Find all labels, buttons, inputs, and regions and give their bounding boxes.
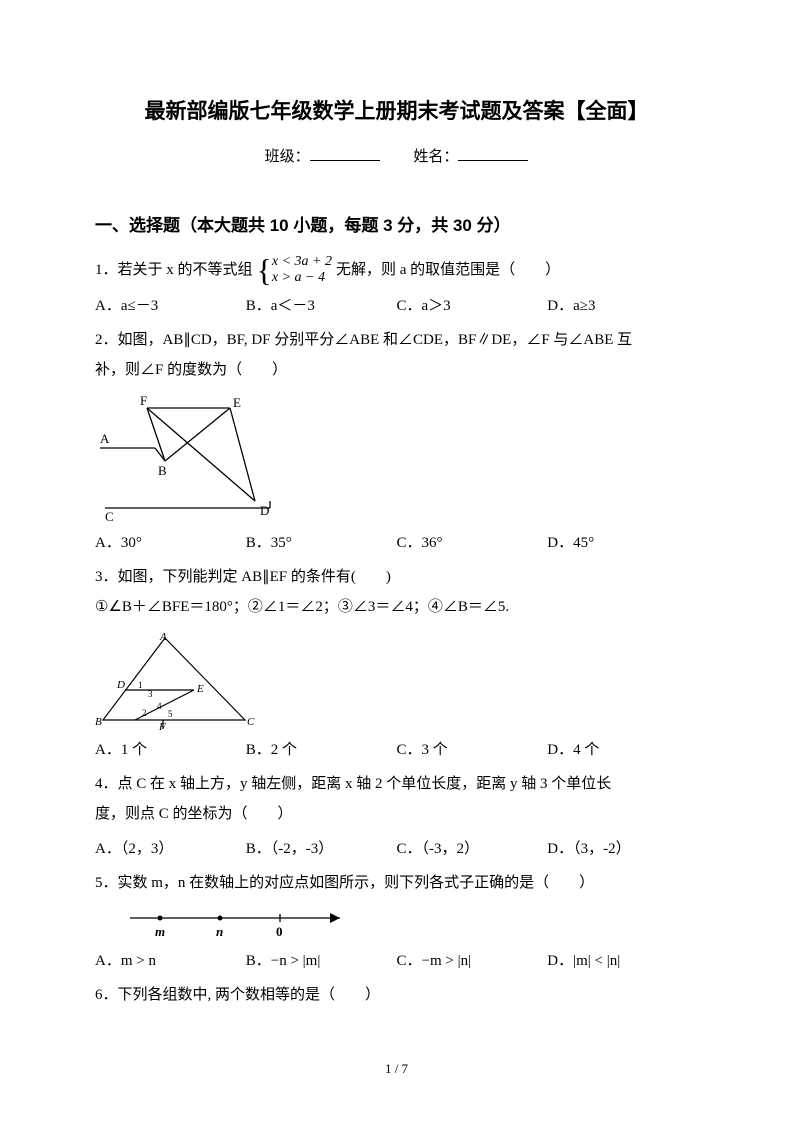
question-1-stem: 1．若关于 x 的不等式组 { x < 3a + 2 x > a − 4 无解，… [95, 254, 698, 286]
page-title: 最新部编版七年级数学上册期末考试题及答案【全面】 [95, 95, 698, 125]
question-3-figure: A B C D E F 1 2 3 4 5 [95, 630, 698, 730]
q4-line-1: 4．点 C 在 x 轴上方，y 轴左侧，距离 x 轴 2 个单位长度，距离 y … [95, 776, 611, 792]
section-1-heading: 一、选择题（本大题共 10 小题，每题 3 分，共 30 分） [95, 211, 698, 236]
q2-line-2: 补，则∠F 的度数为（ ） [95, 362, 287, 378]
q5-label-n: n [216, 924, 223, 939]
question-2-figure: A B C D E F [95, 393, 698, 523]
name-label: 姓名： [413, 149, 458, 165]
class-blank [310, 145, 380, 161]
student-info-line: 班级： 姓名： [95, 145, 698, 166]
q3-label-2: 2 [142, 708, 147, 718]
q3-label-d: D [116, 679, 125, 691]
q5-option-a: A．m > n [95, 949, 246, 970]
q3-label-4: 4 [157, 701, 162, 711]
q3-label-e: E [196, 683, 204, 695]
q1-option-c: C．a＞3 [397, 294, 548, 315]
q2-line-1: 2．如图，AB∥CD，BF, DF 分别平分∠ABE 和∠CDE，BF∥DE，∠… [95, 332, 632, 348]
q2-label-b: B [158, 463, 167, 478]
question-3: 3．如图，下列能判定 AB∥EF 的条件有( ) ①∠B＋∠BFE＝180°；②… [95, 562, 698, 622]
q4-option-b: B．（-2，-3） [246, 837, 397, 858]
q5-option-b: B．−n > |m| [246, 949, 397, 970]
q3-option-d: D．4 个 [547, 738, 698, 759]
q5-number-line: m n 0 [125, 906, 355, 941]
q3-option-b: B．2 个 [246, 738, 397, 759]
q1-option-d: D．a≥3 [547, 294, 698, 315]
q1-option-a: A．a≤－3 [95, 294, 246, 315]
q3-conds: ①∠B＋∠BFE＝180°；②∠1＝∠2；③∠3＝∠4；④∠B＝∠5. [95, 599, 509, 615]
q3-stem: 3．如图，下列能判定 AB∥EF 的条件有( ) [95, 569, 391, 585]
q4-line-2: 度，则点 C 的坐标为（ ） [95, 806, 293, 822]
question-5-options: A．m > n B．−n > |m| C．−m > |n| D．|m| < |n… [95, 949, 698, 970]
q5-option-d: D．|m| < |n| [547, 949, 698, 970]
q5-stem: 5．实数 m，n 在数轴上的对应点如图所示，则下列各式子正确的是（ ） [95, 875, 594, 891]
page-number: 1 / 7 [0, 1061, 793, 1077]
q4-option-d: D．（3，-2） [547, 837, 698, 858]
question-3-options: A．1 个 B．2 个 C．3 个 D．4 个 [95, 738, 698, 759]
question-1-options: A．a≤－3 B．a＜－3 C．a＞3 D．a≥3 [95, 294, 698, 315]
q2-label-d: D [260, 503, 269, 518]
left-brace-icon: { [257, 254, 272, 286]
question-4-options: A．（2，3） B．（-2，-3） C．（-3，2） D．（3，-2） [95, 837, 698, 858]
question-4: 4．点 C 在 x 轴上方，y 轴左侧，距离 x 轴 2 个单位长度，距离 y … [95, 769, 698, 829]
q2-option-a: A．30° [95, 531, 246, 552]
q2-label-f: F [140, 393, 147, 408]
page-container: 最新部编版七年级数学上册期末考试题及答案【全面】 班级： 姓名： 一、选择题（本… [0, 0, 793, 1122]
question-2: 2．如图，AB∥CD，BF, DF 分别平分∠ABE 和∠CDE，BF∥DE，∠… [95, 325, 698, 385]
q3-label-f: F [158, 721, 166, 730]
q3-label-5: 5 [168, 709, 173, 719]
q2-diagram: A B C D E F [95, 393, 290, 523]
q1-brace-lines: x < 3a + 2 x > a − 4 [272, 254, 332, 286]
q1-brace: { x < 3a + 2 x > a − 4 [257, 254, 332, 286]
question-5: 5．实数 m，n 在数轴上的对应点如图所示，则下列各式子正确的是（ ） [95, 868, 698, 898]
q3-label-3: 3 [148, 689, 153, 699]
q4-option-c: C．（-3，2） [397, 837, 548, 858]
q5-option-c: C．−m > |n| [397, 949, 548, 970]
q1-pre: 1．若关于 x 的不等式组 [95, 255, 253, 285]
q1-ineq-1: x < 3a + 2 [272, 254, 332, 270]
question-2-options: A．30° B．35° C．36° D．45° [95, 531, 698, 552]
q2-label-a: A [100, 431, 110, 446]
q3-diagram: A B C D E F 1 2 3 4 5 [95, 630, 255, 730]
q3-option-a: A．1 个 [95, 738, 246, 759]
q2-option-b: B．35° [246, 531, 397, 552]
q1-option-b: B．a＜－3 [246, 294, 397, 315]
q4-option-a: A．（2，3） [95, 837, 246, 858]
q1-post: 无解，则 a 的取值范围是（ ） [336, 255, 560, 285]
question-1: 1．若关于 x 的不等式组 { x < 3a + 2 x > a − 4 无解，… [95, 254, 698, 286]
q1-ineq-2: x > a − 4 [272, 270, 332, 286]
q2-option-d: D．45° [547, 531, 698, 552]
q3-option-c: C．3 个 [397, 738, 548, 759]
name-blank [458, 145, 528, 161]
q6-stem: 6．下列各组数中, 两个数相等的是（ ） [95, 987, 380, 1003]
question-6: 6．下列各组数中, 两个数相等的是（ ） [95, 980, 698, 1010]
q2-option-c: C．36° [397, 531, 548, 552]
class-label: 班级： [265, 149, 310, 165]
q5-label-0: 0 [276, 924, 283, 939]
q3-label-c: C [247, 716, 255, 728]
q3-label-1: 1 [138, 680, 143, 690]
q3-label-b: B [95, 716, 102, 728]
q5-label-m: m [155, 924, 165, 939]
q3-label-a: A [159, 631, 167, 643]
q2-label-e: E [233, 395, 241, 410]
q2-label-c: C [105, 509, 114, 523]
question-5-figure: m n 0 [125, 906, 698, 941]
